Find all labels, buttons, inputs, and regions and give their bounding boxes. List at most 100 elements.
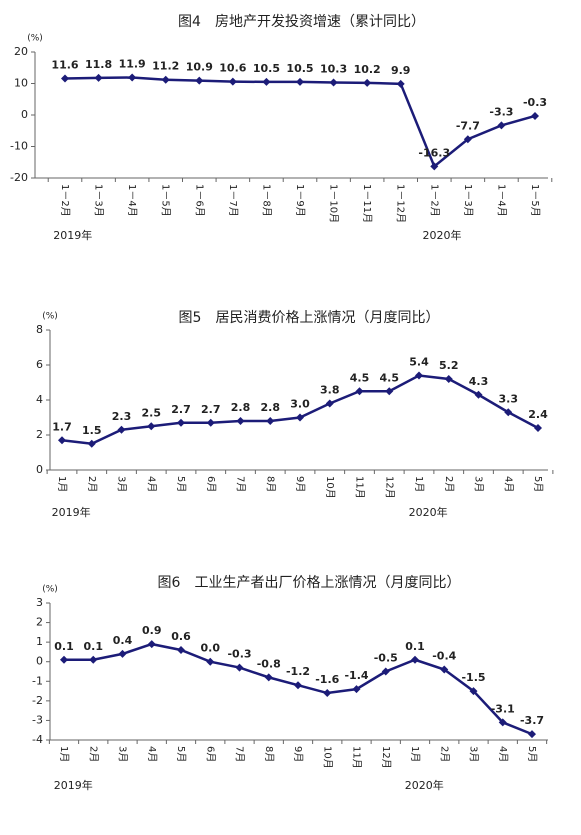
value-label: -3.3 — [489, 105, 513, 118]
value-label: -1.5 — [461, 671, 485, 684]
point — [264, 673, 273, 682]
y-tick-label: -10 — [10, 140, 28, 153]
value-label: 0.4 — [113, 634, 133, 647]
x-tick-label: 6月 — [205, 476, 217, 492]
y-unit: (%) — [27, 34, 43, 44]
value-label: 3.8 — [320, 384, 340, 397]
point — [61, 74, 69, 83]
value-label: 11.2 — [152, 60, 179, 73]
point — [440, 665, 449, 674]
x-tick-label: 1－5月 — [529, 184, 541, 217]
y-tick-label: -2 — [32, 694, 43, 707]
point — [60, 655, 68, 664]
x-tick-label: 3月 — [116, 476, 128, 492]
value-label: 4.5 — [380, 371, 400, 384]
x-tick-label: 7月 — [234, 746, 246, 762]
year-label: 2020年 — [423, 228, 462, 242]
value-label: 0.0 — [201, 642, 221, 655]
x-tick-label: 4月 — [145, 476, 157, 492]
point — [147, 422, 156, 431]
x-tick-label: 6月 — [204, 746, 216, 762]
point — [161, 75, 170, 84]
x-tick-label: 1－12月 — [395, 184, 407, 223]
point — [296, 77, 304, 86]
point — [329, 78, 338, 87]
value-label: -16.3 — [418, 146, 450, 159]
value-label: -1.4 — [344, 669, 368, 682]
chart-title: 图5 居民消费价格上涨情况（月度同比） — [179, 310, 440, 326]
value-label: 2.7 — [201, 403, 221, 416]
y-tick-label: 1 — [36, 635, 43, 648]
value-label: 10.5 — [286, 62, 313, 75]
x-tick-label: 9月 — [294, 476, 306, 492]
point — [504, 408, 513, 417]
x-tick-label: 1－3月 — [93, 184, 105, 217]
value-label: 10.5 — [253, 62, 280, 75]
point — [497, 121, 506, 130]
y-tick-label: 6 — [36, 358, 43, 371]
x-tick-label: 10月 — [324, 476, 336, 499]
x-tick-label: 1－2月 — [428, 184, 440, 217]
value-label: 11.6 — [51, 58, 78, 71]
x-tick-label: 1月 — [58, 746, 70, 762]
x-tick-label: 1－4月 — [126, 184, 138, 217]
y-unit: (%) — [42, 585, 58, 595]
point — [147, 640, 156, 649]
y-tick-label: 0 — [21, 108, 28, 121]
point — [415, 371, 423, 380]
value-label: 4.3 — [469, 375, 489, 388]
x-tick-label: 1－8月 — [260, 184, 272, 217]
x-tick-label: 5月 — [526, 746, 538, 762]
point — [363, 78, 372, 87]
x-tick-label: 11月 — [354, 476, 366, 499]
y-tick-label: 2 — [36, 428, 43, 441]
value-label: 0.1 — [54, 640, 74, 653]
value-label: -1.2 — [286, 665, 310, 678]
chart-title: 图6 工业生产者出厂价格上涨情况（月度同比） — [158, 575, 461, 591]
year-label: 2020年 — [405, 778, 444, 792]
value-label: 0.1 — [84, 640, 104, 653]
x-tick-label: 1月 — [56, 476, 68, 492]
value-label: -1.6 — [315, 673, 339, 686]
x-tick-label: 2月 — [86, 476, 98, 492]
x-tick-label: 2月 — [438, 746, 450, 762]
value-label: 5.4 — [409, 356, 429, 369]
x-tick-label: 4月 — [146, 746, 158, 762]
x-tick-label: 12月 — [383, 476, 395, 499]
point — [498, 718, 507, 727]
x-tick-label: 1－10月 — [328, 184, 340, 223]
point — [474, 390, 483, 399]
point — [235, 663, 244, 672]
x-tick-label: 8月 — [263, 746, 275, 762]
x-tick-label: 8月 — [264, 476, 276, 492]
value-label: 2.3 — [112, 410, 132, 423]
y-tick-label: 2 — [36, 616, 43, 629]
value-label: -0.8 — [257, 657, 281, 670]
point — [177, 418, 185, 427]
y-tick-label: 0 — [36, 655, 43, 668]
x-tick-label: 3月 — [468, 746, 480, 762]
point — [206, 657, 215, 666]
value-label: 3.0 — [290, 398, 310, 411]
point — [430, 162, 439, 171]
x-tick-label: 1－2月 — [59, 184, 71, 217]
y-tick-label: 3 — [36, 596, 43, 609]
year-label: 2019年 — [54, 778, 93, 792]
point — [89, 655, 98, 664]
year-label: 2019年 — [52, 505, 91, 519]
value-label: 11.8 — [85, 58, 112, 71]
y-unit: (%) — [42, 312, 58, 322]
point — [262, 77, 271, 86]
x-tick-label: 1－5月 — [160, 184, 172, 217]
point — [58, 436, 66, 445]
point — [206, 418, 215, 427]
point — [381, 667, 390, 676]
y-tick-label: -3 — [32, 713, 43, 726]
x-tick-label: 11月 — [351, 746, 363, 769]
y-tick-label: 10 — [14, 77, 28, 90]
point — [118, 649, 127, 658]
point — [325, 399, 334, 408]
point — [411, 655, 419, 664]
year-label: 2020年 — [409, 505, 448, 519]
point — [355, 387, 364, 396]
